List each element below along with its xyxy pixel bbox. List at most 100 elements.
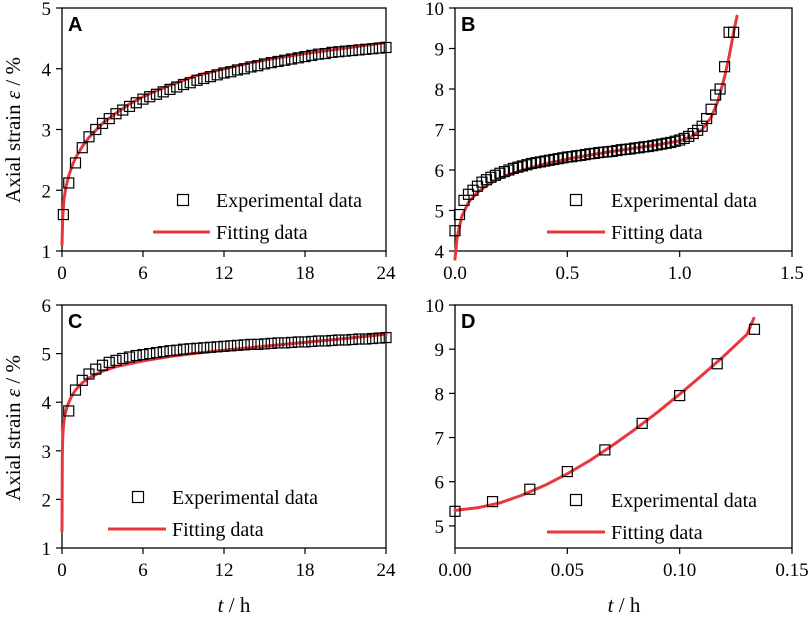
x-tick-label: 0.5 — [555, 263, 579, 284]
experimental-point — [117, 104, 129, 116]
experimental-point — [748, 323, 761, 335]
experimental-point — [711, 358, 723, 370]
y-axis-title-unit: / % — [1, 57, 25, 91]
experimental-point — [103, 356, 115, 368]
y-tick-label: 3 — [42, 121, 52, 142]
experimental-point — [63, 405, 75, 417]
experimental-point — [137, 93, 149, 105]
experimental-point — [339, 45, 352, 57]
experimental-point — [326, 334, 338, 347]
y-tick-label: 5 — [435, 202, 445, 223]
experimental-point — [299, 50, 311, 63]
y-axis-title-symbol: ε — [1, 388, 25, 397]
experimental-point — [157, 86, 169, 98]
experimental-point — [285, 336, 298, 349]
experimental-point — [312, 335, 325, 347]
experimental-point — [184, 77, 196, 89]
experimental-point — [204, 341, 217, 353]
x-axis-title-unit: / h — [614, 593, 641, 617]
y-tick-label: 6 — [435, 473, 445, 494]
experimental-point — [714, 83, 726, 95]
x-tick-label: 6 — [138, 263, 148, 284]
experimental-point — [252, 60, 264, 72]
experimental-point — [380, 331, 392, 344]
y-tick-label: 9 — [435, 340, 445, 361]
panel-letter: A — [68, 14, 82, 36]
experimental-point — [449, 225, 461, 237]
y-tick-label: 7 — [435, 121, 445, 142]
experimental-point — [453, 208, 466, 221]
panel-b: 0.0 0.5 1.0 1.5 4 5 6 7 8 9 10 B Experimental data Fi… — [425, 0, 804, 284]
experimental-point — [373, 42, 385, 54]
x-tick-label: 0.0 — [443, 263, 467, 284]
panel-d: 0.00 0.05 0.10 0.15 5 6 7 8 9 10 D Experimental dat… — [425, 296, 809, 581]
experimental-point — [144, 91, 156, 103]
experimental-point — [191, 74, 203, 86]
figure-labels: Axial strain ε / %Axial strain ε / %t / … — [1, 57, 641, 617]
legend-label-fitting: Fitting data — [216, 222, 308, 244]
y-axis-title-text: Axial strain — [1, 397, 25, 501]
experimental-point — [524, 483, 536, 495]
x-axis-title-symbol: t — [608, 593, 615, 617]
experimental-point — [636, 417, 648, 430]
experimental-point — [110, 354, 122, 367]
experimental-point — [380, 41, 392, 54]
x-tick-label: 0.00 — [438, 560, 471, 581]
x-tick-label: 0.10 — [663, 560, 696, 581]
experimental-point — [130, 349, 142, 362]
experimental-point — [279, 54, 291, 66]
legend-marker-experimental — [569, 193, 583, 207]
y-tick-label: 6 — [435, 161, 445, 182]
experimental-point — [486, 496, 499, 508]
experimental-point — [198, 342, 210, 354]
experimental-point — [245, 338, 257, 350]
x-tick-label: 0.15 — [775, 560, 808, 581]
experimental-point — [231, 339, 244, 351]
experimental-point — [272, 337, 284, 349]
x-tick-label: 24 — [377, 263, 397, 284]
experimental-point — [150, 347, 163, 359]
experimental-point — [171, 344, 183, 356]
y-tick-label: 4 — [42, 393, 52, 414]
y-tick-label: 5 — [42, 345, 52, 366]
experimental-point — [177, 343, 190, 355]
experimental-point — [319, 47, 331, 60]
x-tick-label: 12 — [215, 560, 234, 581]
experimental-point — [204, 71, 217, 83]
experimental-point — [69, 157, 82, 169]
y-tick-label: 5 — [42, 0, 52, 20]
experimental-point — [292, 52, 304, 64]
experimental-point — [177, 78, 190, 91]
experimental-point — [96, 359, 109, 371]
x-tick-label: 0 — [57, 263, 67, 284]
legend-label-experimental: Experimental data — [611, 490, 757, 512]
experimental-point — [319, 335, 331, 347]
experimental-point — [63, 177, 75, 189]
experimental-point — [326, 46, 338, 58]
experimental-point — [83, 131, 95, 143]
experimental-point — [346, 44, 358, 57]
y-tick-label: 3 — [42, 442, 52, 463]
x-tick-label: 1.5 — [780, 263, 804, 284]
experimental-point — [225, 66, 237, 78]
experimental-point — [705, 103, 717, 115]
experimental-point — [674, 389, 686, 402]
experimental-point — [123, 100, 136, 113]
experimental-point — [211, 341, 223, 353]
x-tick-label: 0 — [57, 560, 67, 581]
experimental-point — [150, 88, 163, 100]
x-axis-title: t / h — [608, 593, 641, 617]
experimental-point — [218, 340, 230, 352]
experimental-point — [69, 384, 82, 396]
experimental-point — [265, 337, 277, 349]
experimental-point — [272, 55, 284, 68]
plot-frame — [61, 7, 387, 252]
x-tick-label: 24 — [377, 560, 397, 581]
plot-frame — [454, 7, 793, 252]
y-axis-title-text: Axial strain — [1, 99, 25, 203]
experimental-point — [157, 346, 169, 358]
y-tick-label: 10 — [425, 296, 444, 317]
experimental-point — [191, 342, 203, 354]
legend-label-fitting: Fitting data — [611, 222, 703, 244]
